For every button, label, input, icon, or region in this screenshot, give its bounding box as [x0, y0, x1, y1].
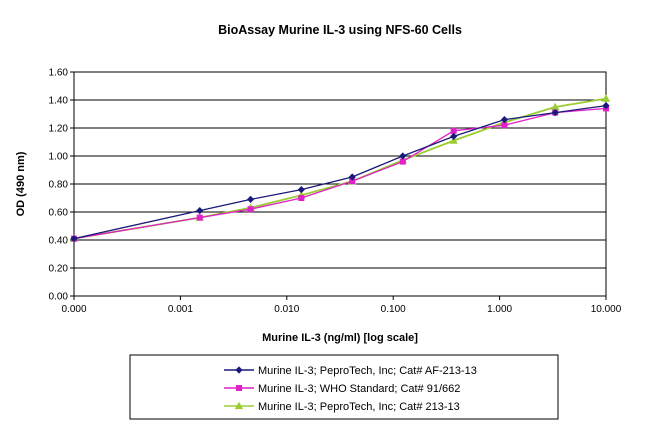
data-point	[500, 116, 509, 124]
x-tick-label: 0.010	[274, 304, 299, 315]
x-tick-label: 0.001	[168, 304, 193, 315]
x-tick-label: 0.100	[381, 304, 406, 315]
data-point	[70, 235, 78, 243]
y-tick-label: 0.60	[49, 208, 69, 219]
data-point	[550, 102, 560, 111]
data-point	[247, 195, 255, 203]
legend-item: Murine IL-3; PeproTech, Inc; Cat# 213-13	[224, 401, 460, 413]
series-line	[73, 107, 607, 240]
data-point	[399, 152, 407, 160]
y-axis-label: OD (490 nm)	[15, 151, 27, 216]
y-tick-label: 0.00	[49, 292, 69, 303]
legend-label: Murine IL-3; WHO Standard; Cat# 91/662	[258, 383, 460, 395]
series-line	[73, 104, 607, 240]
data-point	[247, 206, 254, 213]
data-point	[450, 132, 458, 140]
legend-item: Murine IL-3; PeproTech, Inc; Cat# AF-213…	[224, 365, 477, 377]
legend-label: Murine IL-3; PeproTech, Inc; Cat# 213-13	[258, 401, 460, 413]
x-tick-label: 10.000	[591, 304, 622, 315]
data-point	[450, 127, 457, 134]
x-tick-label: 0.000	[61, 304, 86, 315]
y-tick-label: 1.60	[49, 68, 69, 79]
data-point	[399, 158, 406, 165]
data-point	[196, 214, 203, 221]
legend-marker	[234, 401, 244, 410]
y-axis-ticks: 0.00 0.20 0.40 0.60 0.80 1.00 1.20 1.40 1.60	[49, 68, 74, 303]
legend-box	[129, 354, 559, 420]
data-point	[602, 102, 610, 110]
legend-label: Murine IL-3; PeproTech, Inc; Cat# AF-213…	[258, 365, 477, 377]
data-point	[601, 94, 611, 102]
x-tick-label: 1.000	[487, 304, 512, 315]
legend-item: Murine IL-3; WHO Standard; Cat# 91/662	[224, 383, 460, 395]
x-axis-ticks: 0.000 0.001 0.010 0.100 1.000 10.000	[61, 296, 622, 315]
data-point	[449, 136, 458, 144]
x-axis-label: Murine IL-3 (ng/ml) [log scale]	[262, 332, 418, 344]
y-tick-label: 0.20	[49, 264, 69, 275]
y-tick-label: 0.40	[49, 236, 69, 247]
series-line	[73, 97, 607, 240]
y-tick-label: 1.40	[49, 96, 69, 107]
series-group	[69, 94, 611, 243]
legend: Murine IL-3; PeproTech, Inc; Cat# AF-213…	[129, 354, 559, 420]
legend-marker	[235, 366, 243, 374]
y-tick-label: 0.80	[49, 180, 69, 191]
data-point	[348, 173, 356, 181]
y-tick-label: 1.20	[49, 124, 69, 135]
data-point	[349, 178, 356, 185]
chart-title: BioAssay Murine IL-3 using NFS-60 Cells	[218, 23, 462, 37]
data-point	[297, 186, 305, 194]
series-1	[70, 102, 610, 243]
data-point	[196, 207, 204, 215]
legend-marker	[236, 385, 242, 391]
data-point	[551, 109, 559, 117]
data-point	[298, 195, 305, 201]
y-tick-label: 1.00	[49, 152, 69, 163]
data-point	[501, 122, 508, 129]
plot-area	[73, 71, 607, 297]
